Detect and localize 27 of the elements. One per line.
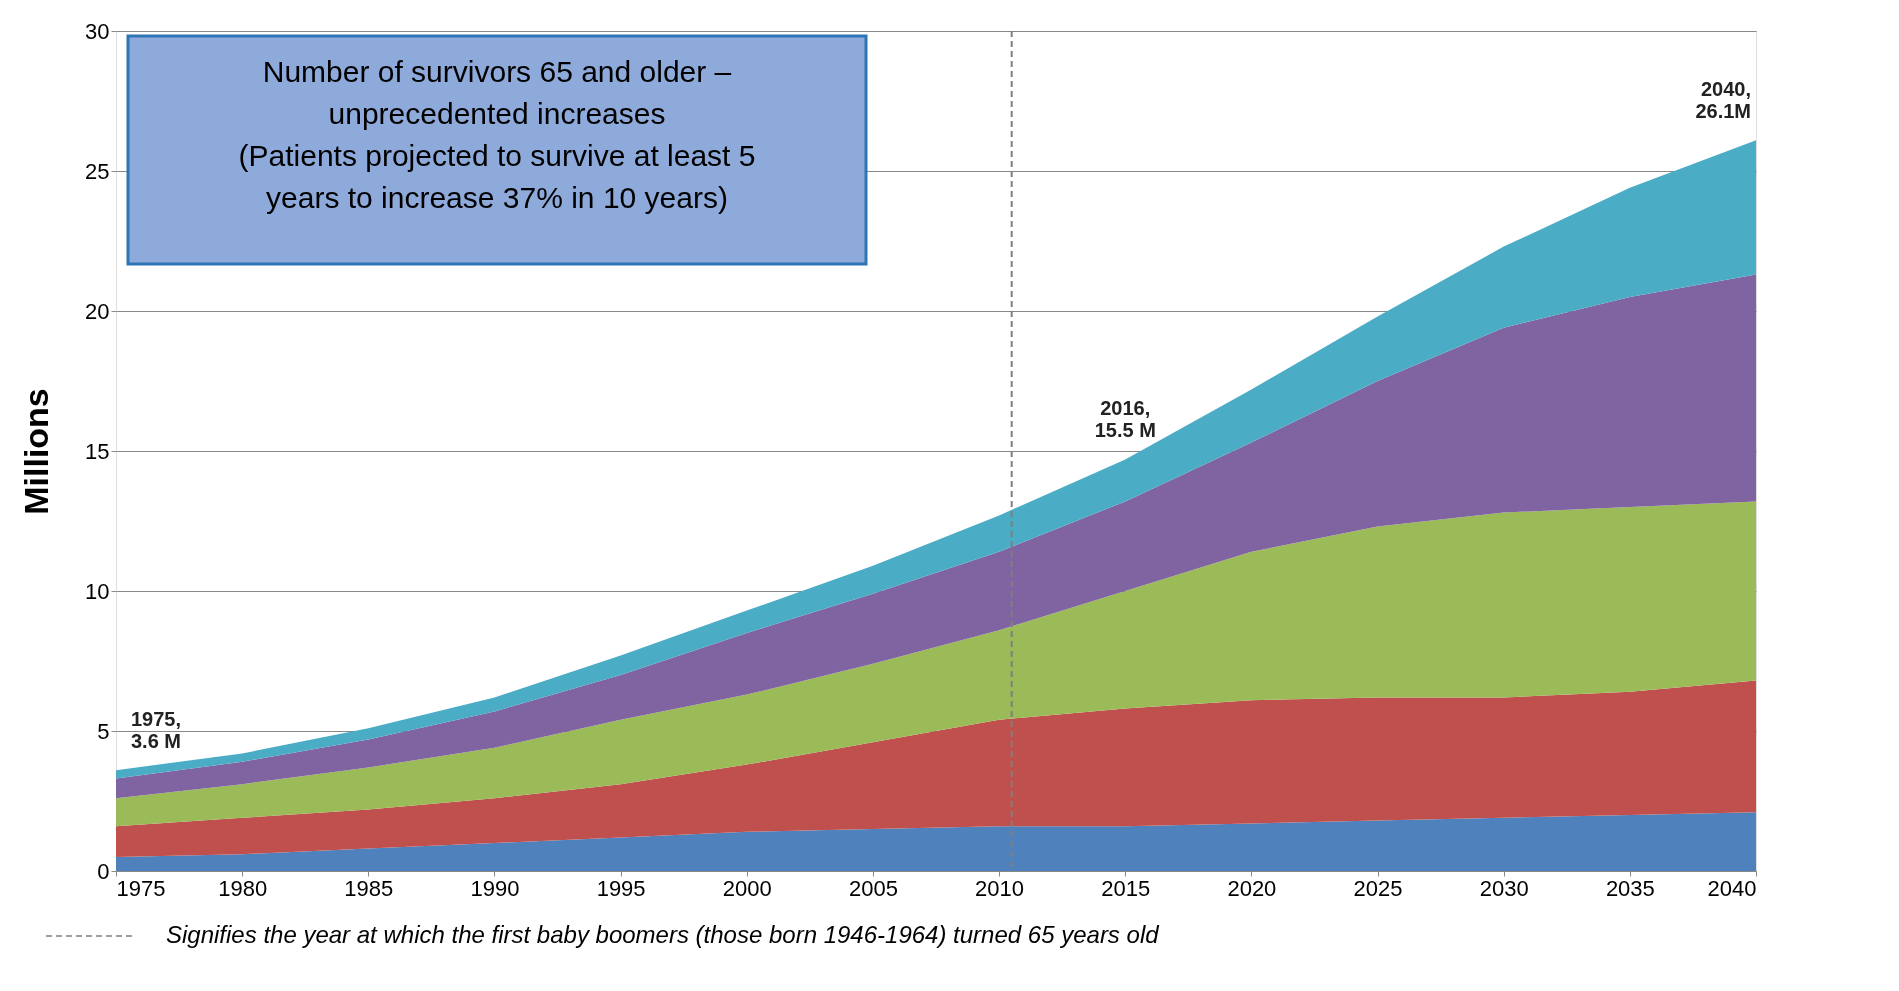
y-axis-title: Millions [17, 388, 56, 515]
y-tick-label: 10 [85, 578, 110, 604]
x-tick-label: 1985 [344, 875, 394, 901]
annotation: 2016, 15.5 M [1094, 397, 1156, 442]
x-tick-label: 1995 [596, 875, 646, 901]
annotation: 1975, 3.6 M [131, 708, 182, 753]
y-tick-label: 20 [85, 298, 110, 324]
x-tick-label: 2015 [1101, 875, 1151, 901]
y-tick-label: 0 [97, 858, 110, 884]
y-tick-label: 25 [85, 158, 110, 184]
x-tick-label: 2035 [1605, 875, 1655, 901]
annotation: 2040, 26.1M [1695, 78, 1751, 123]
legend-label: Signifies the year at which the first baby boomers (those born 1946-1964) turned 65 years old [166, 921, 1160, 948]
x-tick-label: 2005 [848, 875, 898, 901]
y-tick-label: 30 [85, 18, 110, 44]
x-tick-label: 2025 [1353, 875, 1403, 901]
x-tick-label: 2040 [1707, 875, 1757, 901]
x-tick-label: 2000 [722, 875, 772, 901]
x-tick-label: 1980 [218, 875, 268, 901]
x-tick-label: 2010 [975, 875, 1025, 901]
x-tick-label: 1975 [116, 875, 166, 901]
y-tick-label: 15 [85, 438, 110, 464]
x-tick-label: 2020 [1227, 875, 1277, 901]
x-tick-label: 2030 [1479, 875, 1529, 901]
y-tick-label: 5 [97, 718, 110, 744]
x-tick-label: 1990 [470, 875, 520, 901]
annotation: Number of survivors 65 and older – unprecedented increases (Patients projected to survive at least 5 years to increase 37% in 10 years) [238, 55, 756, 214]
